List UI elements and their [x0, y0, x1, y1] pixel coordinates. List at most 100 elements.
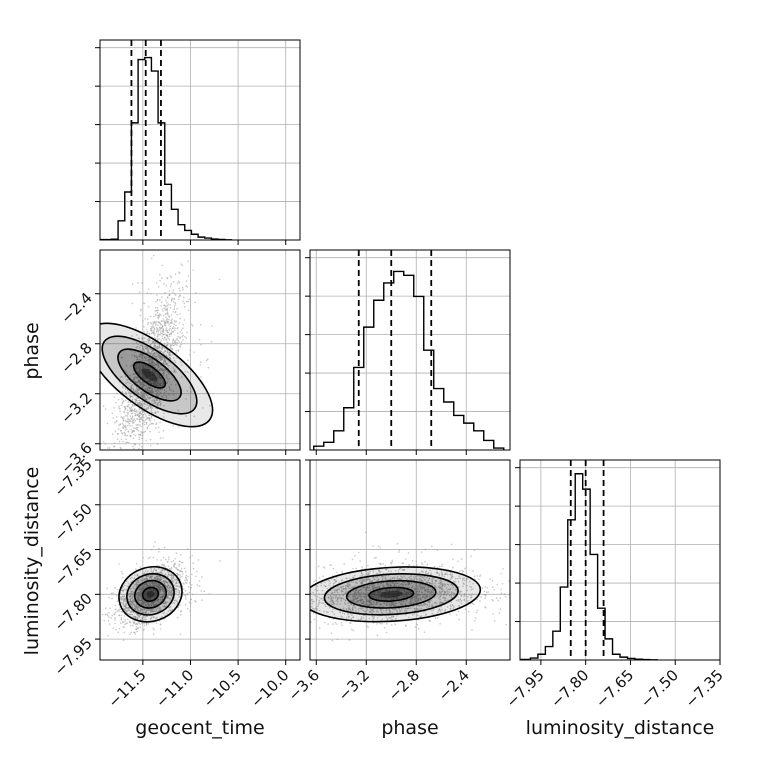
sample-point — [166, 381, 169, 383]
sample-point — [110, 592, 113, 595]
sample-point — [144, 318, 147, 320]
sample-point — [160, 324, 162, 326]
sample-point — [152, 354, 155, 356]
sample-point — [142, 337, 144, 340]
sample-point — [142, 411, 144, 414]
sample-point — [158, 333, 160, 336]
sample-point — [164, 350, 167, 353]
sample-point — [126, 622, 128, 624]
sample-point — [170, 383, 172, 386]
sample-point — [145, 457, 147, 459]
sample-point — [138, 291, 141, 293]
sample-point — [156, 395, 159, 398]
sample-point — [167, 321, 170, 323]
sample-point — [112, 627, 115, 629]
sample-point — [165, 322, 167, 324]
sample-point — [179, 313, 181, 315]
sample-point — [137, 372, 140, 374]
sample-point — [156, 311, 159, 314]
sample-point — [149, 444, 152, 447]
sample-point — [179, 570, 181, 573]
sample-point — [146, 395, 149, 397]
sample-point — [181, 336, 183, 338]
sample-point — [168, 294, 171, 297]
sample-point — [117, 398, 120, 401]
sample-point — [149, 360, 151, 363]
sample-point — [115, 595, 118, 597]
sample-point — [148, 332, 151, 335]
sample-point — [179, 290, 181, 292]
sample-point — [181, 571, 184, 573]
sample-point — [132, 418, 134, 420]
sample-point — [159, 421, 161, 424]
sample-point — [188, 591, 191, 594]
sample-point — [121, 356, 124, 359]
sample-point — [479, 600, 481, 602]
sample-point — [155, 330, 158, 333]
sample-point — [385, 631, 388, 634]
sample-point — [172, 357, 175, 359]
sample-point — [166, 335, 168, 337]
sample-point — [159, 388, 162, 391]
sample-point — [149, 389, 151, 392]
sample-point — [143, 392, 146, 394]
sample-point — [135, 399, 138, 402]
sample-point — [176, 616, 179, 619]
sample-point — [131, 405, 134, 407]
sample-point — [172, 394, 175, 396]
sample-point — [162, 380, 164, 382]
sample-point — [402, 562, 405, 564]
sample-point — [114, 604, 117, 607]
sample-point — [114, 586, 116, 589]
sample-point — [161, 388, 164, 391]
sample-point — [134, 633, 136, 635]
sample-point — [156, 399, 159, 402]
sample-point — [163, 412, 165, 415]
sample-point — [117, 588, 119, 591]
sample-point — [146, 387, 149, 390]
sample-point — [460, 558, 463, 560]
panel-frame — [519, 459, 721, 661]
sample-point — [143, 624, 146, 627]
sample-point — [180, 614, 182, 616]
sample-point — [173, 308, 175, 311]
sample-point — [270, 608, 272, 610]
sample-point — [178, 295, 180, 298]
sample-point — [120, 617, 123, 619]
sample-point — [177, 335, 179, 338]
sample-point — [111, 597, 113, 600]
sample-point — [139, 416, 142, 419]
sample-point — [467, 610, 470, 613]
sample-point — [153, 332, 156, 335]
sample-point — [146, 390, 149, 392]
sample-point — [156, 389, 158, 392]
sample-point — [120, 404, 123, 407]
sample-point — [148, 414, 151, 417]
sample-point — [505, 596, 507, 598]
sample-point — [147, 557, 150, 560]
sample-point — [174, 558, 176, 560]
sample-point — [120, 416, 122, 418]
sample-point — [472, 603, 475, 606]
sample-point — [159, 331, 162, 334]
sample-point — [162, 318, 165, 320]
sample-point — [127, 405, 129, 407]
sample-point — [180, 567, 183, 570]
sample-point — [130, 365, 132, 368]
sample-point — [186, 580, 189, 582]
sample-point — [138, 447, 140, 450]
sample-point — [147, 348, 150, 351]
sample-point — [134, 434, 137, 437]
sample-point — [185, 280, 188, 282]
sample-point — [154, 366, 157, 369]
sample-point — [143, 416, 145, 419]
sample-point — [139, 384, 141, 386]
sample-point — [140, 404, 143, 407]
sample-point — [115, 628, 117, 631]
sample-point — [143, 431, 145, 434]
sample-point — [351, 558, 354, 561]
sample-point — [155, 326, 158, 329]
sample-point — [146, 385, 148, 388]
sample-point — [379, 546, 382, 549]
